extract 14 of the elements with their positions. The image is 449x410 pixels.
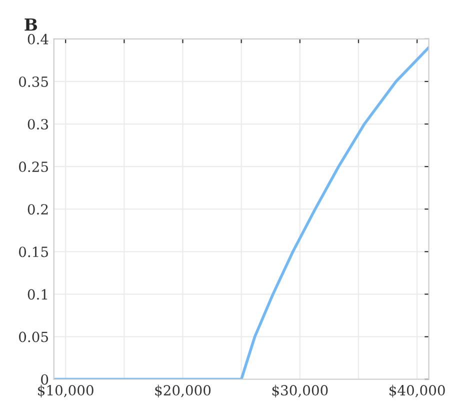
- y-tick-label: 0.1: [28, 289, 48, 300]
- y-tick-label: 0.25: [19, 162, 48, 172]
- chart-title: B: [24, 18, 38, 31]
- x-tick-label: $30,000: [272, 384, 328, 398]
- y-tick-label: 0.35: [19, 76, 48, 87]
- y-tick-label: 0.15: [19, 246, 48, 258]
- y-tick-label: 0.4: [28, 34, 48, 44]
- x-tick-label: $10,000: [38, 384, 94, 398]
- y-tick-label: 0: [41, 374, 48, 385]
- y-tick-label: 0.2: [28, 204, 48, 215]
- y-tick-label: 0.05: [19, 332, 48, 342]
- y-tick-label: 0.3: [28, 118, 48, 130]
- x-tick-label: $20,000: [155, 384, 211, 398]
- x-tick-label: $40,000: [390, 384, 445, 398]
